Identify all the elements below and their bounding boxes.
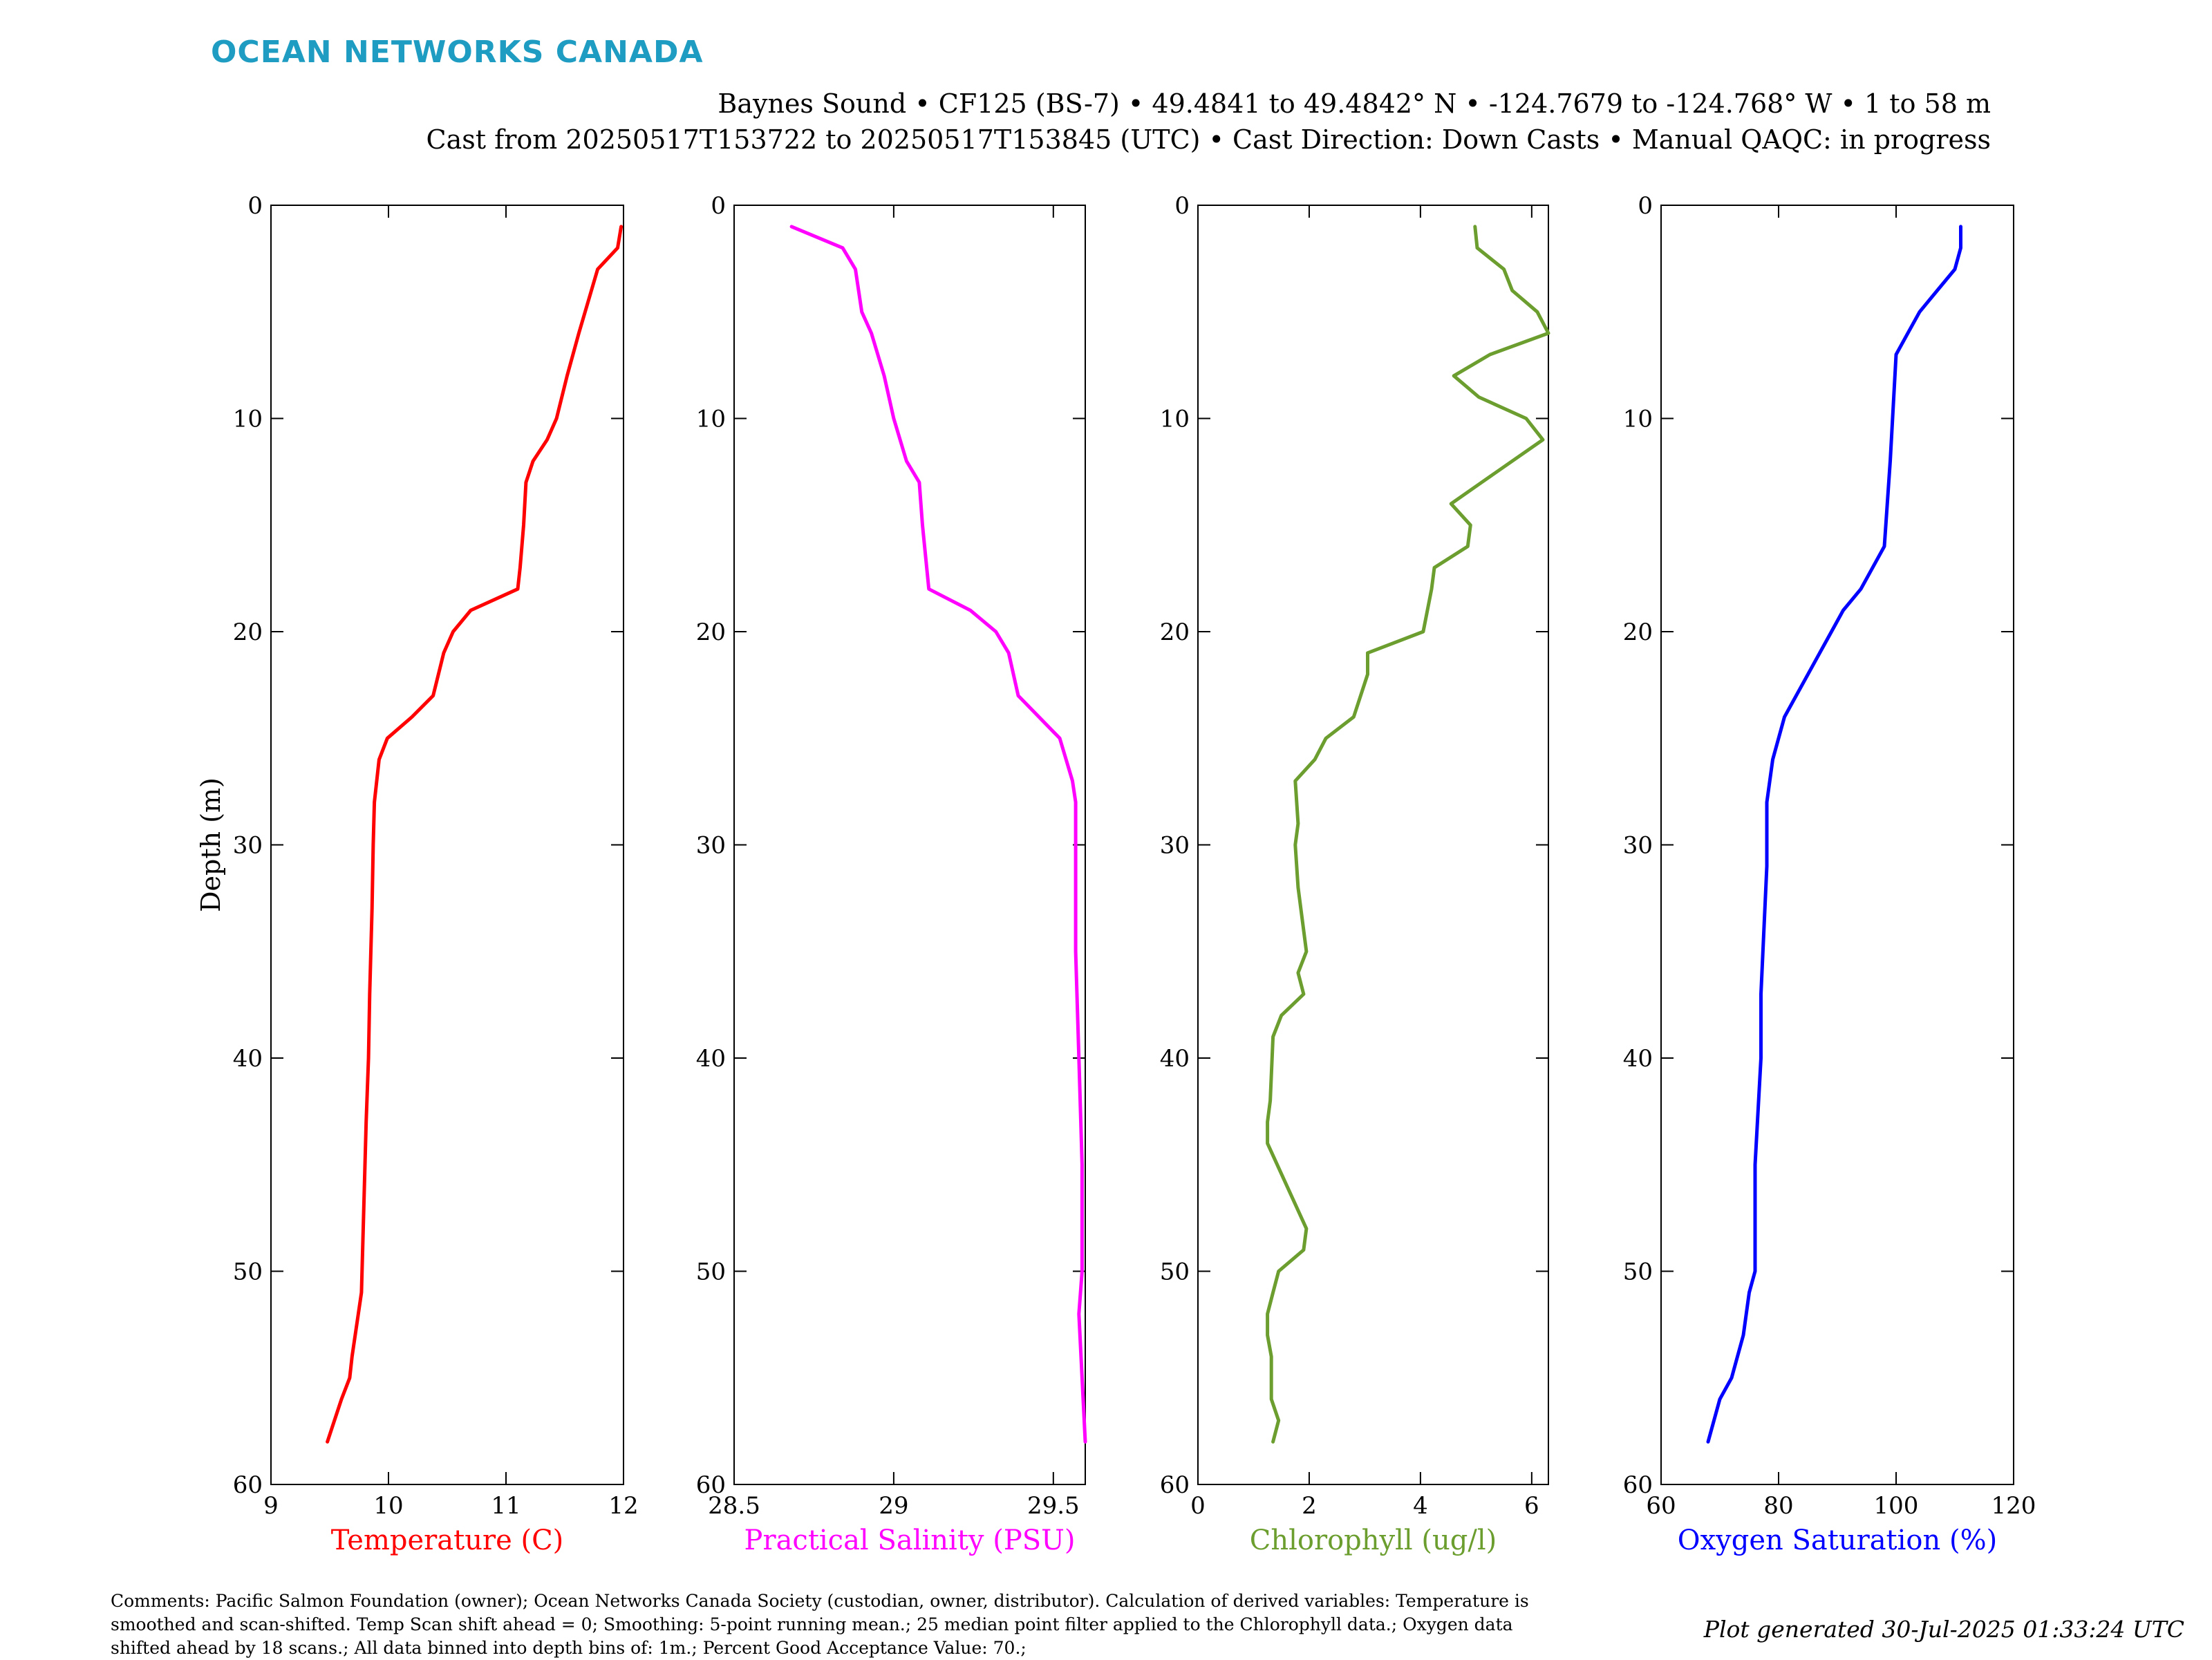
- y-tick-label: 0: [711, 192, 726, 220]
- y-tick-label: 40: [233, 1045, 263, 1073]
- y-tick-label: 20: [696, 619, 726, 646]
- y-tick-label: 10: [696, 406, 726, 433]
- x-tick-label: 12: [608, 1492, 638, 1520]
- x-tick-label: 9: [263, 1492, 279, 1520]
- y-tick-label: 40: [1160, 1045, 1190, 1073]
- x-tick-label: 4: [1413, 1492, 1428, 1520]
- x-tick-label: 10: [373, 1492, 403, 1520]
- temperature-profile-line: [326, 225, 624, 1444]
- axes-box: [270, 205, 624, 1485]
- axes-box: [1197, 205, 1549, 1485]
- y-tick-label: 30: [696, 832, 726, 860]
- y-tick-label: 60: [1623, 1471, 1653, 1499]
- plot-header-location: Baynes Sound • CF125 (BS-7) • 49.4841 to…: [718, 88, 1991, 119]
- y-tick-label: 50: [233, 1258, 263, 1286]
- y-tick-label: 10: [1623, 406, 1653, 433]
- y-tick-label: 30: [1160, 832, 1190, 860]
- temperature-axis-label: Temperature (C): [331, 1525, 564, 1556]
- ocean-networks-canada-logo: OCEAN NETWORKS CANADA: [211, 35, 704, 70]
- processing-comments: Comments: Pacific Salmon Foundation (own…: [111, 1591, 1529, 1658]
- chlorophyll-profile-line: [1266, 225, 1550, 1444]
- x-tick-label: 11: [491, 1492, 521, 1520]
- y-tick-label: 0: [1174, 192, 1190, 220]
- y-tick-label: 20: [1160, 619, 1190, 646]
- y-tick-label: 0: [247, 192, 263, 220]
- y-tick-label: 50: [696, 1258, 726, 1286]
- temperature-panel: 0 10 20 30 40 50 609 10 11 12 Temperature (C) Depth…: [196, 192, 639, 1556]
- y-tick-label: 60: [1160, 1471, 1190, 1499]
- x-tick-label: 0: [1190, 1492, 1206, 1520]
- x-tick-label: 100: [1874, 1492, 1919, 1520]
- y-tick-label: 10: [1160, 406, 1190, 433]
- y-tick-label: 50: [1623, 1258, 1653, 1286]
- x-tick-label: 2: [1302, 1492, 1317, 1520]
- y-tick-label: 10: [233, 406, 263, 433]
- y-tick-label: 60: [233, 1471, 263, 1499]
- y-tick-label: 20: [233, 619, 263, 646]
- oxygen-profile-line: [1706, 225, 1962, 1444]
- y-tick-label: 40: [1623, 1045, 1653, 1073]
- axes-box: [1660, 205, 2014, 1485]
- x-tick-label: 29: [879, 1492, 908, 1520]
- x-tick-label: 60: [1646, 1492, 1676, 1520]
- x-tick-label: 29.5: [1027, 1492, 1080, 1520]
- x-tick-label: 120: [1991, 1492, 2036, 1520]
- salinity-profile-line: [789, 225, 1087, 1444]
- y-tick-label: 0: [1638, 192, 1653, 220]
- y-tick-label: 50: [1160, 1258, 1190, 1286]
- depth-axis-label: Depth (m): [196, 777, 226, 912]
- y-tick-label: 30: [1623, 832, 1653, 860]
- x-tick-label: 28.5: [708, 1492, 760, 1520]
- plot-generated-timestamp: Plot generated 30-Jul-2025 01:33:24 UTC: [1703, 1616, 2184, 1643]
- plot-header-cast: Cast from 20250517T153722 to 20250517T15…: [426, 124, 1991, 155]
- axes-box: [733, 205, 1086, 1485]
- x-tick-label: 6: [1524, 1492, 1539, 1520]
- y-tick-label: 30: [233, 832, 263, 860]
- y-tick-label: 20: [1623, 619, 1653, 646]
- x-tick-label: 80: [1763, 1492, 1793, 1520]
- chlorophyll-axis-label: Chlorophyll (ug/l): [1250, 1525, 1497, 1556]
- salinity-axis-label: Practical Salinity (PSU): [744, 1525, 1076, 1556]
- y-tick-label: 60: [696, 1471, 726, 1499]
- y-tick-label: 40: [696, 1045, 726, 1073]
- oxygen-axis-label: Oxygen Saturation (%): [1678, 1525, 1997, 1556]
